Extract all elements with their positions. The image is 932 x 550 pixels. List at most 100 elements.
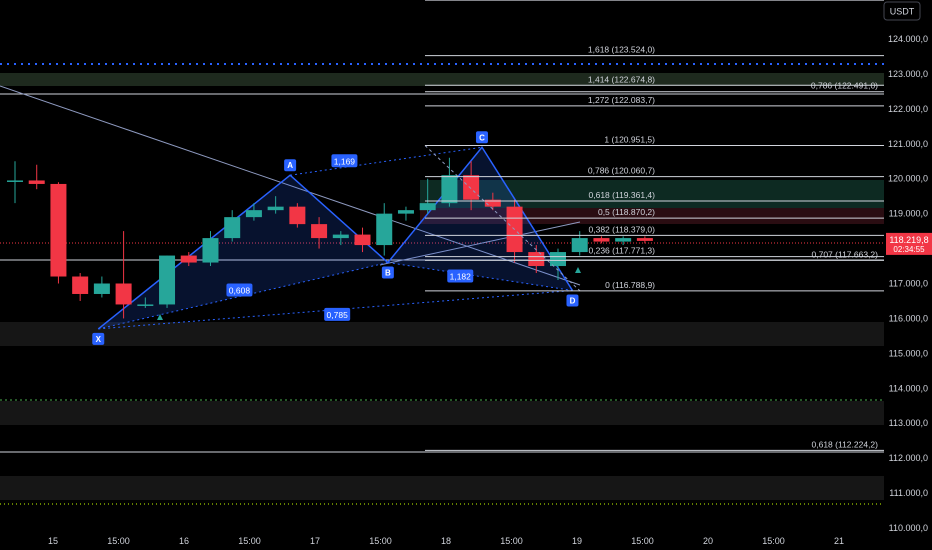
point-label-a[interactable]: A bbox=[284, 159, 297, 172]
price-tick-label: 115.000,0 bbox=[889, 348, 928, 358]
price-tick-label: 111.000,0 bbox=[889, 488, 928, 498]
price-tick-label: 121.000,0 bbox=[888, 139, 928, 149]
ratio-label[interactable]: 1,169 bbox=[331, 154, 358, 168]
time-tick-label: 15:00 bbox=[107, 536, 130, 546]
ratio-label[interactable]: 0,608 bbox=[226, 283, 253, 297]
price-tick-label: 124.000,0 bbox=[888, 34, 928, 44]
level-label: 0,618 (112.224,2) bbox=[812, 439, 879, 449]
time-tick-label: 15:00 bbox=[631, 536, 654, 546]
point-badge bbox=[566, 294, 579, 307]
demand-zone-lower bbox=[0, 401, 884, 425]
time-tick-label: 19 bbox=[572, 536, 582, 546]
trend-line bbox=[379, 221, 581, 266]
fib-label: 0,5 (118.870,2) bbox=[598, 207, 655, 217]
candle bbox=[332, 231, 349, 246]
candle-body bbox=[115, 283, 132, 305]
price-tick-label: 119.000,0 bbox=[889, 209, 928, 219]
point-label-b[interactable]: B bbox=[381, 266, 394, 279]
candle bbox=[7, 161, 23, 204]
point-text: A bbox=[287, 161, 293, 170]
candle-body bbox=[636, 238, 653, 241]
price-axis: 124.000,0 123.000,0 122.000,0 121.000,0 120.… bbox=[884, 0, 932, 533]
candle-body bbox=[180, 255, 197, 263]
time-tick-label: 15:00 bbox=[369, 536, 392, 546]
candle-body bbox=[332, 234, 349, 239]
candle-body bbox=[137, 304, 154, 306]
candle-body bbox=[571, 238, 588, 253]
point-text: D bbox=[570, 296, 576, 305]
candle bbox=[72, 273, 89, 301]
fib-label: 0,382 (118.379,0) bbox=[589, 224, 656, 234]
currency-button[interactable]: USDT bbox=[883, 1, 921, 21]
candlestick-series bbox=[7, 157, 653, 319]
candle-body bbox=[550, 252, 566, 267]
point-label-x[interactable]: X bbox=[92, 332, 105, 345]
candle-body bbox=[50, 183, 67, 277]
buy-signal-marker bbox=[157, 314, 163, 320]
point-label-c[interactable]: C bbox=[475, 131, 488, 144]
candle-body bbox=[528, 252, 545, 267]
price-tick-label: 123.000,0 bbox=[888, 69, 928, 79]
candle-body bbox=[93, 283, 110, 294]
level-label: 0,786 (122.491,0) bbox=[811, 81, 878, 91]
candle bbox=[202, 231, 219, 267]
candle-body bbox=[615, 238, 632, 242]
ratio-badge bbox=[447, 269, 474, 283]
ratio-label[interactable]: 0,785 bbox=[324, 307, 351, 321]
fib-label: 1 (120.951,5) bbox=[604, 134, 655, 144]
candle bbox=[245, 203, 262, 221]
demand-zone-bottom bbox=[0, 476, 884, 500]
price-tick-label: 120.000,0 bbox=[888, 174, 928, 184]
candle bbox=[28, 164, 45, 190]
candle bbox=[397, 206, 414, 221]
price-tick-label: 113.000,0 bbox=[889, 418, 928, 428]
candle bbox=[93, 276, 110, 298]
time-tick-label: 17 bbox=[310, 536, 320, 546]
fib-label: 0,236 (117.771,3) bbox=[589, 246, 656, 256]
ratio-line-xd bbox=[98, 289, 573, 330]
candle-body bbox=[289, 206, 306, 225]
point-badge bbox=[475, 131, 488, 144]
point-badge bbox=[284, 159, 297, 172]
candle-body bbox=[224, 217, 241, 239]
price-tick-label: 110.000,0 bbox=[889, 523, 928, 533]
candle bbox=[159, 255, 176, 308]
candle bbox=[550, 248, 566, 281]
price-tick-label: 112.000,0 bbox=[889, 453, 928, 463]
price-tick-label: 122.000,0 bbox=[888, 104, 928, 114]
candle bbox=[224, 210, 241, 242]
candle bbox=[267, 196, 284, 214]
fib-label: 1,272 (122.083,7) bbox=[588, 95, 655, 105]
candle bbox=[419, 178, 436, 214]
ratio-text: 0,785 bbox=[327, 310, 349, 320]
candle bbox=[376, 203, 393, 256]
currency-label: USDT bbox=[890, 7, 915, 17]
countdown-timer: 02:34:55 bbox=[893, 245, 925, 254]
price-tick-label: 114.000,0 bbox=[889, 383, 928, 393]
candle-body bbox=[28, 180, 45, 184]
candle-body bbox=[7, 180, 23, 182]
level-label: 0,707 (117.663,2) bbox=[812, 249, 879, 259]
candle-body bbox=[72, 276, 89, 294]
candle bbox=[571, 231, 588, 256]
point-badge bbox=[92, 332, 105, 345]
candle bbox=[311, 217, 328, 249]
candle bbox=[180, 252, 197, 267]
point-text: B bbox=[385, 269, 391, 278]
point-badge bbox=[381, 266, 394, 279]
fib-label: 1,618 (123.524,0) bbox=[588, 45, 655, 55]
time-tick-label: 21 bbox=[834, 536, 844, 546]
time-axis: 15 15:00 16 15:00 17 15:00 18 15:00 19 15:00 20 15:… bbox=[48, 536, 844, 546]
point-label-d[interactable]: D bbox=[566, 294, 579, 307]
time-tick-label: 18 bbox=[441, 536, 451, 546]
candle-body bbox=[202, 238, 219, 263]
ratio-label[interactable]: 1,182 bbox=[447, 269, 474, 283]
candle-body bbox=[245, 210, 262, 218]
time-tick-label: 15:00 bbox=[238, 536, 261, 546]
ratio-badge bbox=[226, 283, 253, 297]
pattern-markers: X A B C D 0,608 1,169 0,785 1,182 bbox=[92, 131, 581, 345]
candle bbox=[615, 236, 632, 246]
point-text: C bbox=[479, 133, 485, 142]
supply-zone-top bbox=[0, 73, 884, 86]
